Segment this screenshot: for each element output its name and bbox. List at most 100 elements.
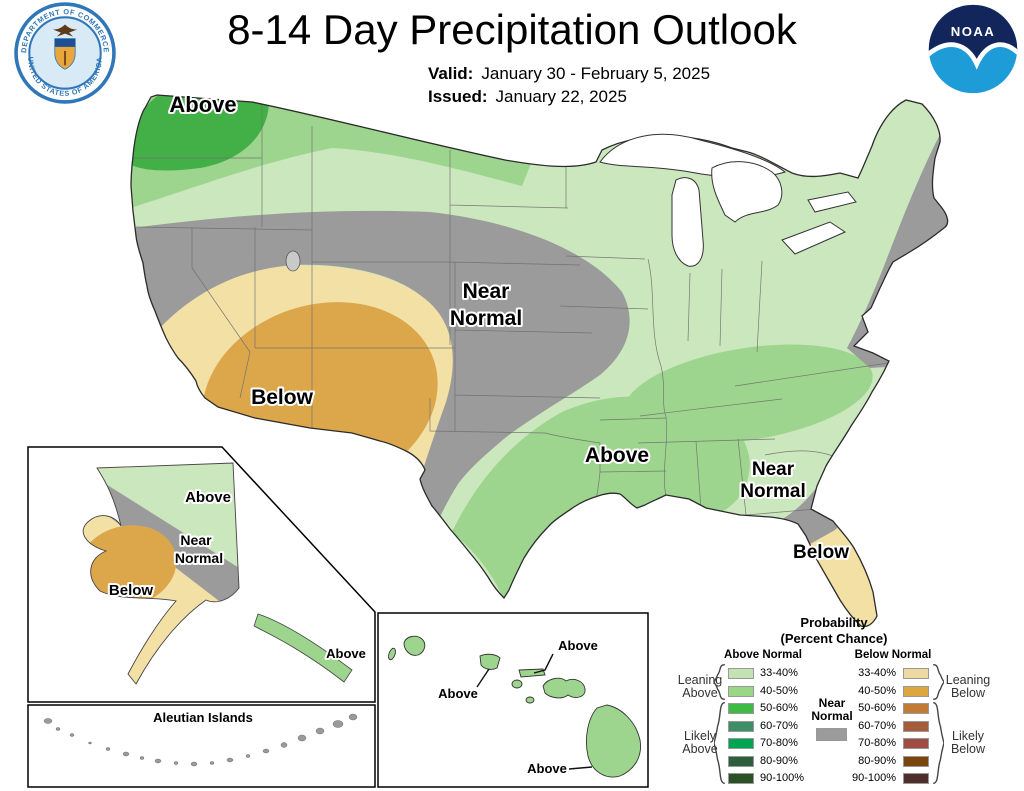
seal-shield-chief xyxy=(54,38,76,47)
noaa-logo: NOAA xyxy=(928,4,1018,94)
legend-pct-below-2: 50-60% xyxy=(858,702,896,714)
legend-swatch-above-50-60 xyxy=(728,703,754,714)
lake-huron xyxy=(711,161,783,223)
legend-swatch-below-50-60 xyxy=(903,703,929,714)
issued-label: Issued: xyxy=(428,87,488,106)
legend-pct-below-6: 90-100% xyxy=(851,772,896,784)
legend-pct-above-4: 70-80% xyxy=(760,737,798,749)
leaning-above-line1: Leaning xyxy=(677,673,723,687)
label-hi-above-2: Above xyxy=(438,686,478,701)
legend-near-label-1: Near xyxy=(818,696,846,710)
label-ak-above: Above xyxy=(185,489,231,506)
legend-swatch-near-normal xyxy=(816,728,847,741)
legend-pct-above-2: 50-60% xyxy=(760,702,798,714)
legend-subtitle: (Percent Chance) xyxy=(780,631,888,646)
label-ak-panhandle-above: Above xyxy=(326,646,366,661)
great-salt-lake xyxy=(285,250,301,272)
likely-above-line1: Likely xyxy=(684,729,716,743)
legend-swatch-below-60-70 xyxy=(903,721,929,732)
legend-swatch-above-40-50 xyxy=(728,686,754,697)
valid-line: Valid: January 30 - February 5, 2025 xyxy=(428,62,710,85)
conus-outline xyxy=(130,94,949,628)
hawaii-islands xyxy=(388,635,642,778)
legend-swatch-below-80-90 xyxy=(903,756,929,767)
alaska-outline xyxy=(82,462,240,685)
leaning-below-line2: Below xyxy=(950,686,986,700)
legend-pct-below-0: 33-40% xyxy=(858,667,896,679)
legend-title: Probability xyxy=(800,615,868,630)
issued-value: January 22, 2025 xyxy=(495,87,627,106)
island-niihau xyxy=(388,647,396,661)
island-molokai xyxy=(518,668,546,678)
aleutian-inset-box xyxy=(27,704,376,788)
legend-swatch-below-40-50 xyxy=(903,686,929,697)
legend-pct-below-3: 60-70% xyxy=(858,720,896,732)
likely-above-line2: Above xyxy=(682,742,718,756)
legend-below-header: Below Normal xyxy=(854,649,932,661)
leaning-below-brace-icon xyxy=(932,664,944,700)
commerce-seal-logo: DEPARTMENT OF COMMERCE UNITED STATES OF … xyxy=(14,2,116,104)
legend-swatch-below-70-80 xyxy=(903,738,929,749)
legend-pct-below-1: 40-50% xyxy=(858,685,896,697)
valid-label: Valid: xyxy=(428,64,474,83)
legend-leaning-below: Leaning Below xyxy=(936,674,1000,700)
label-central-near: Near xyxy=(463,280,510,303)
issued-line: Issued: January 22, 2025 xyxy=(428,85,710,108)
label-central-normal: Normal xyxy=(450,307,522,330)
hawaii-callout-lines xyxy=(476,653,593,770)
great-lakes xyxy=(599,133,857,267)
leaning-above-line2: Above xyxy=(682,686,718,700)
region-central-near-normal xyxy=(133,210,630,532)
noaa-sky xyxy=(928,4,1018,63)
lake-ontario xyxy=(807,191,857,213)
island-oahu xyxy=(479,653,501,670)
label-se-above: Above xyxy=(585,444,649,467)
lake-michigan xyxy=(671,177,704,267)
legend-likely-below: Likely Below xyxy=(936,730,1000,756)
label-ak-normal: Normal xyxy=(175,550,223,566)
label-ak-near: Near xyxy=(180,532,212,548)
legend-above-header: Above Normal xyxy=(724,649,802,661)
page-title: 8-14 Day Precipitation Outlook xyxy=(227,6,797,53)
seal-lighthouse-icon xyxy=(63,50,67,66)
label-ak-below: Below xyxy=(109,582,154,599)
legend-pct-above-6: 90-100% xyxy=(760,772,805,784)
legend-swatch-above-33-40 xyxy=(728,668,754,679)
ak-panhandle-above xyxy=(253,613,353,683)
legend-swatch-above-90-100 xyxy=(728,773,754,784)
legend-pct-above-0: 33-40% xyxy=(760,667,798,679)
seal-eagle-icon xyxy=(52,24,78,37)
island-lanai xyxy=(511,679,523,689)
legend-swatch-below-90-100 xyxy=(903,773,929,784)
island-hawaii-big xyxy=(586,704,642,778)
label-fl-below: Below xyxy=(793,542,849,563)
state-borders xyxy=(133,100,889,541)
lake-erie xyxy=(781,221,847,255)
noaa-logo-text: NOAA xyxy=(951,24,995,39)
island-kauai xyxy=(403,635,426,656)
noaa-bird-icon xyxy=(928,42,1018,70)
valid-value: January 30 - February 5, 2025 xyxy=(481,64,711,83)
label-aleutian-islands: Aleutian Islands xyxy=(153,710,253,725)
legend-likely-above: Likely Above xyxy=(668,730,732,756)
alaska-regions xyxy=(83,463,239,684)
likely-below-line2: Below xyxy=(950,742,986,756)
ak-below-40-50 xyxy=(83,525,177,607)
leaning-below-line1: Leaning xyxy=(945,673,991,687)
legend-near-label-2: Normal xyxy=(811,709,853,723)
aleutian-islands xyxy=(43,713,358,767)
legend-pct-below-4: 70-80% xyxy=(858,737,896,749)
legend-swatch-above-80-90 xyxy=(728,756,754,767)
validity-block: Valid: January 30 - February 5, 2025 Issu… xyxy=(428,62,710,108)
island-kahoolawe xyxy=(525,696,535,704)
label-sw-below: Below xyxy=(251,386,314,409)
legend-pct-above-1: 40-50% xyxy=(760,685,798,697)
legend-swatch-below-33-40 xyxy=(903,668,929,679)
island-maui xyxy=(542,677,586,699)
likely-below-brace-icon xyxy=(932,701,944,785)
label-nw-above: Above xyxy=(169,92,236,117)
legend-pct-above-3: 60-70% xyxy=(760,720,798,732)
ak-above-33-40 xyxy=(90,463,239,580)
